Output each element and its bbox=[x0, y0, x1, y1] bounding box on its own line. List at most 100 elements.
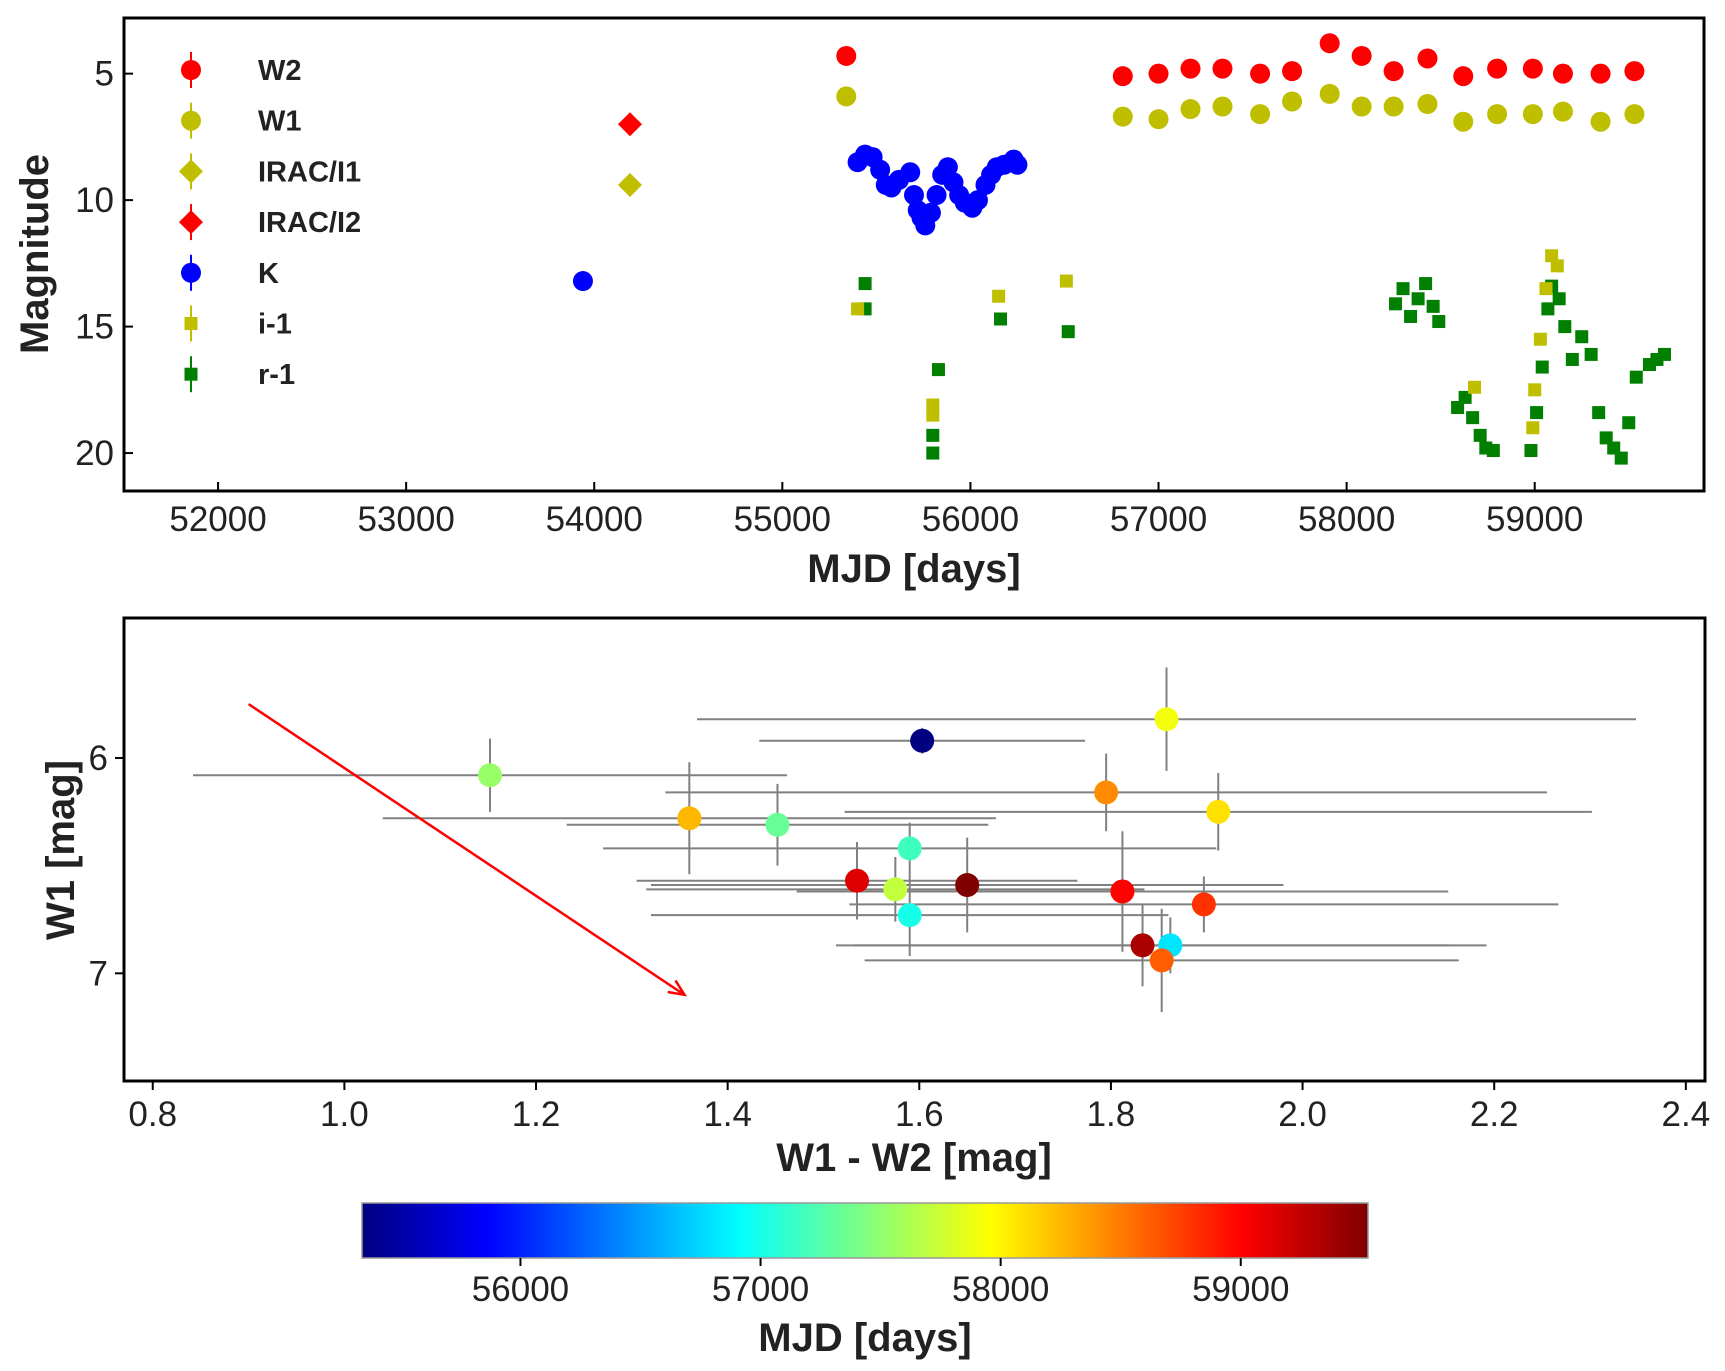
color-magnitude-points bbox=[478, 707, 1231, 973]
legend-marker bbox=[178, 159, 204, 184]
point-r-1 bbox=[1419, 277, 1433, 291]
point-w2 bbox=[1250, 63, 1271, 84]
colorbar-tick-label: 57000 bbox=[712, 1270, 809, 1309]
point-w2 bbox=[1112, 66, 1133, 87]
series-i-1 bbox=[851, 249, 1564, 435]
point-w1 bbox=[1383, 96, 1404, 117]
point-w2 bbox=[1552, 63, 1573, 84]
point-r-1 bbox=[1658, 347, 1671, 361]
y-tick-label: 7 bbox=[89, 954, 108, 993]
point-w2 bbox=[1319, 33, 1340, 54]
point-w1 bbox=[1624, 104, 1645, 125]
point-r-1 bbox=[1458, 390, 1472, 404]
light-curve-y-axis-title: Magnitude bbox=[13, 154, 57, 354]
point-i-1 bbox=[1059, 274, 1073, 288]
legend-marker bbox=[181, 110, 201, 131]
point-r-1 bbox=[926, 446, 940, 460]
data-point bbox=[1149, 948, 1174, 973]
point-w2 bbox=[1212, 58, 1233, 79]
x-tick-label: 1.2 bbox=[512, 1095, 561, 1134]
x-tick-label: 54000 bbox=[546, 500, 643, 539]
point-k bbox=[937, 157, 958, 178]
light-curve-panel: 52000 53000 54000 55000 56000 57000 58000 59000… bbox=[13, 16, 1706, 591]
point-r-1 bbox=[1451, 401, 1465, 415]
point-k bbox=[900, 162, 921, 183]
point-k bbox=[904, 185, 924, 206]
point-r-1 bbox=[1622, 416, 1636, 430]
color-magnitude-y-axis-title: W1 [mag] bbox=[39, 760, 83, 940]
point-w2 bbox=[1624, 61, 1645, 82]
color-magnitude-data bbox=[192, 667, 1637, 1013]
point-i-1 bbox=[851, 302, 865, 316]
point-r-1 bbox=[1426, 299, 1440, 313]
point-r-1 bbox=[1552, 292, 1566, 306]
light-curve-data bbox=[572, 33, 1671, 465]
data-point bbox=[1206, 799, 1231, 824]
point-i-1 bbox=[1526, 421, 1540, 435]
point-w2 bbox=[1383, 61, 1404, 82]
legend-label: W2 bbox=[258, 55, 302, 87]
data-point bbox=[1154, 707, 1179, 732]
legend-entry: W2 bbox=[181, 52, 302, 88]
legend-entry: IRAC/I1 bbox=[178, 153, 361, 190]
point-r-1 bbox=[1524, 444, 1538, 458]
point-r-1 bbox=[931, 363, 945, 377]
light-curve-legend: W2 W1 IRAC/I1 IRAC/I2 Ki-1 r-1 bbox=[178, 52, 361, 393]
x-tick-label: 1.0 bbox=[320, 1095, 369, 1134]
point-r-1 bbox=[1404, 309, 1418, 323]
legend-marker bbox=[184, 317, 198, 330]
point-w1 bbox=[1250, 104, 1271, 125]
legend-marker bbox=[181, 262, 201, 283]
point-r-1 bbox=[1565, 352, 1579, 366]
color-magnitude-panel: 0.8 1.0 1.2 1.4 1.6 1.8 2.0 2.2 2.4 6 7 W1 - W2 [m… bbox=[39, 616, 1711, 1180]
point-r-1 bbox=[1486, 444, 1500, 458]
point-w2 bbox=[1148, 63, 1169, 84]
point-r-1 bbox=[1575, 330, 1589, 344]
x-tick-label: 53000 bbox=[357, 500, 454, 539]
colorbar-label: MJD [days] bbox=[758, 1316, 971, 1360]
point-irac-i2 bbox=[617, 112, 642, 137]
point-r-1 bbox=[1389, 297, 1403, 311]
legend-label: W1 bbox=[258, 106, 302, 138]
point-r-1 bbox=[858, 277, 872, 291]
colorbar-ticks: 56000 57000 58000 59000 bbox=[472, 1258, 1289, 1309]
point-w2 bbox=[1351, 45, 1372, 66]
point-w1 bbox=[1319, 83, 1340, 104]
x-tick-label: 52000 bbox=[169, 500, 266, 539]
x-tick-label: 55000 bbox=[734, 500, 831, 539]
x-tick-label: 2.4 bbox=[1662, 1095, 1711, 1134]
light-curve-plot-frame bbox=[122, 16, 1706, 493]
legend-marker bbox=[178, 210, 204, 235]
legend-marker bbox=[181, 60, 201, 80]
point-w1 bbox=[1212, 96, 1233, 117]
colorbar-tick-label: 58000 bbox=[952, 1270, 1049, 1309]
point-r-1 bbox=[1396, 282, 1410, 296]
series-w1 bbox=[836, 83, 1645, 132]
legend-entry: W1 bbox=[181, 102, 302, 139]
data-point bbox=[478, 763, 503, 788]
legend-label: r-1 bbox=[258, 359, 295, 391]
data-point bbox=[1094, 780, 1119, 805]
legend-label: IRAC/I2 bbox=[258, 207, 361, 239]
series-r-1 bbox=[858, 277, 1671, 465]
x-tick-label: 59000 bbox=[1486, 500, 1583, 539]
legend-marker bbox=[184, 367, 198, 381]
point-i-1 bbox=[1528, 383, 1542, 397]
point-r-1 bbox=[926, 428, 940, 442]
data-point bbox=[1130, 933, 1155, 958]
data-point bbox=[955, 873, 980, 898]
point-w1 bbox=[1351, 96, 1372, 117]
point-k bbox=[967, 190, 988, 211]
y-tick-label: 6 bbox=[89, 739, 108, 778]
y-tick-label: 5 bbox=[95, 55, 114, 94]
point-w2 bbox=[1487, 58, 1508, 79]
point-k bbox=[870, 159, 891, 180]
point-r-1 bbox=[994, 312, 1008, 326]
light-curve-ticks: 52000 53000 54000 55000 56000 57000 58000 59000… bbox=[75, 55, 1583, 539]
y-tick-label: 10 bbox=[75, 181, 114, 220]
series-irac-i2 bbox=[617, 112, 642, 137]
point-w1 bbox=[1112, 106, 1133, 127]
point-w1 bbox=[1180, 99, 1201, 120]
legend-entry: r-1 bbox=[184, 356, 295, 393]
